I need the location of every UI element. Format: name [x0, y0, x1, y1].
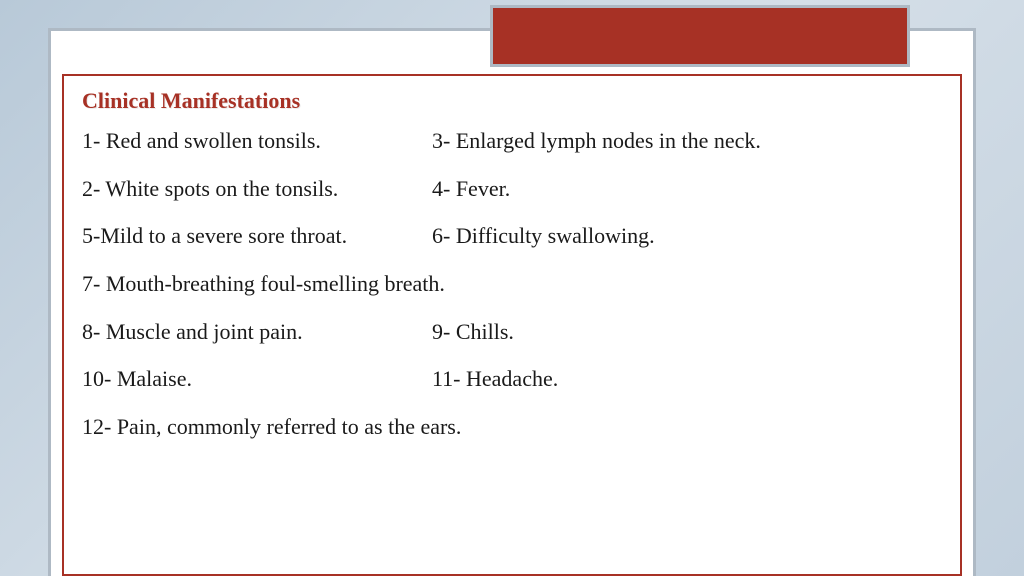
list-item: 5-Mild to a severe sore throat. [82, 221, 432, 251]
list-item: 4- Fever. [432, 174, 942, 204]
slide-title: Clinical Manifestations [82, 88, 942, 114]
list-row: 12- Pain, commonly referred to as the ea… [82, 412, 942, 442]
list-item: 12- Pain, commonly referred to as the ea… [82, 412, 461, 442]
list-item: 6- Difficulty swallowing. [432, 221, 942, 251]
list-row: 2- White spots on the tonsils. 4- Fever. [82, 174, 942, 204]
list-item: 2- White spots on the tonsils. [82, 174, 432, 204]
list-item: 11- Headache. [432, 364, 942, 394]
content-panel: Clinical Manifestations 1- Red and swoll… [62, 74, 962, 576]
list-item: 8- Muscle and joint pain. [82, 317, 432, 347]
list-row: 8- Muscle and joint pain. 9- Chills. [82, 317, 942, 347]
manifestations-list: 1- Red and swollen tonsils. 3- Enlarged … [82, 126, 942, 442]
list-item: 10- Malaise. [82, 364, 432, 394]
list-item: 1- Red and swollen tonsils. [82, 126, 432, 156]
list-row: 10- Malaise. 11- Headache. [82, 364, 942, 394]
list-row: 7- Mouth-breathing foul-smelling breath. [82, 269, 942, 299]
list-item: 3- Enlarged lymph nodes in the neck. [432, 126, 942, 156]
list-item: 7- Mouth-breathing foul-smelling breath. [82, 269, 445, 299]
list-row: 1- Red and swollen tonsils. 3- Enlarged … [82, 126, 942, 156]
list-row: 5-Mild to a severe sore throat. 6- Diffi… [82, 221, 942, 251]
list-item: 9- Chills. [432, 317, 942, 347]
header-tab-decoration [490, 5, 910, 67]
